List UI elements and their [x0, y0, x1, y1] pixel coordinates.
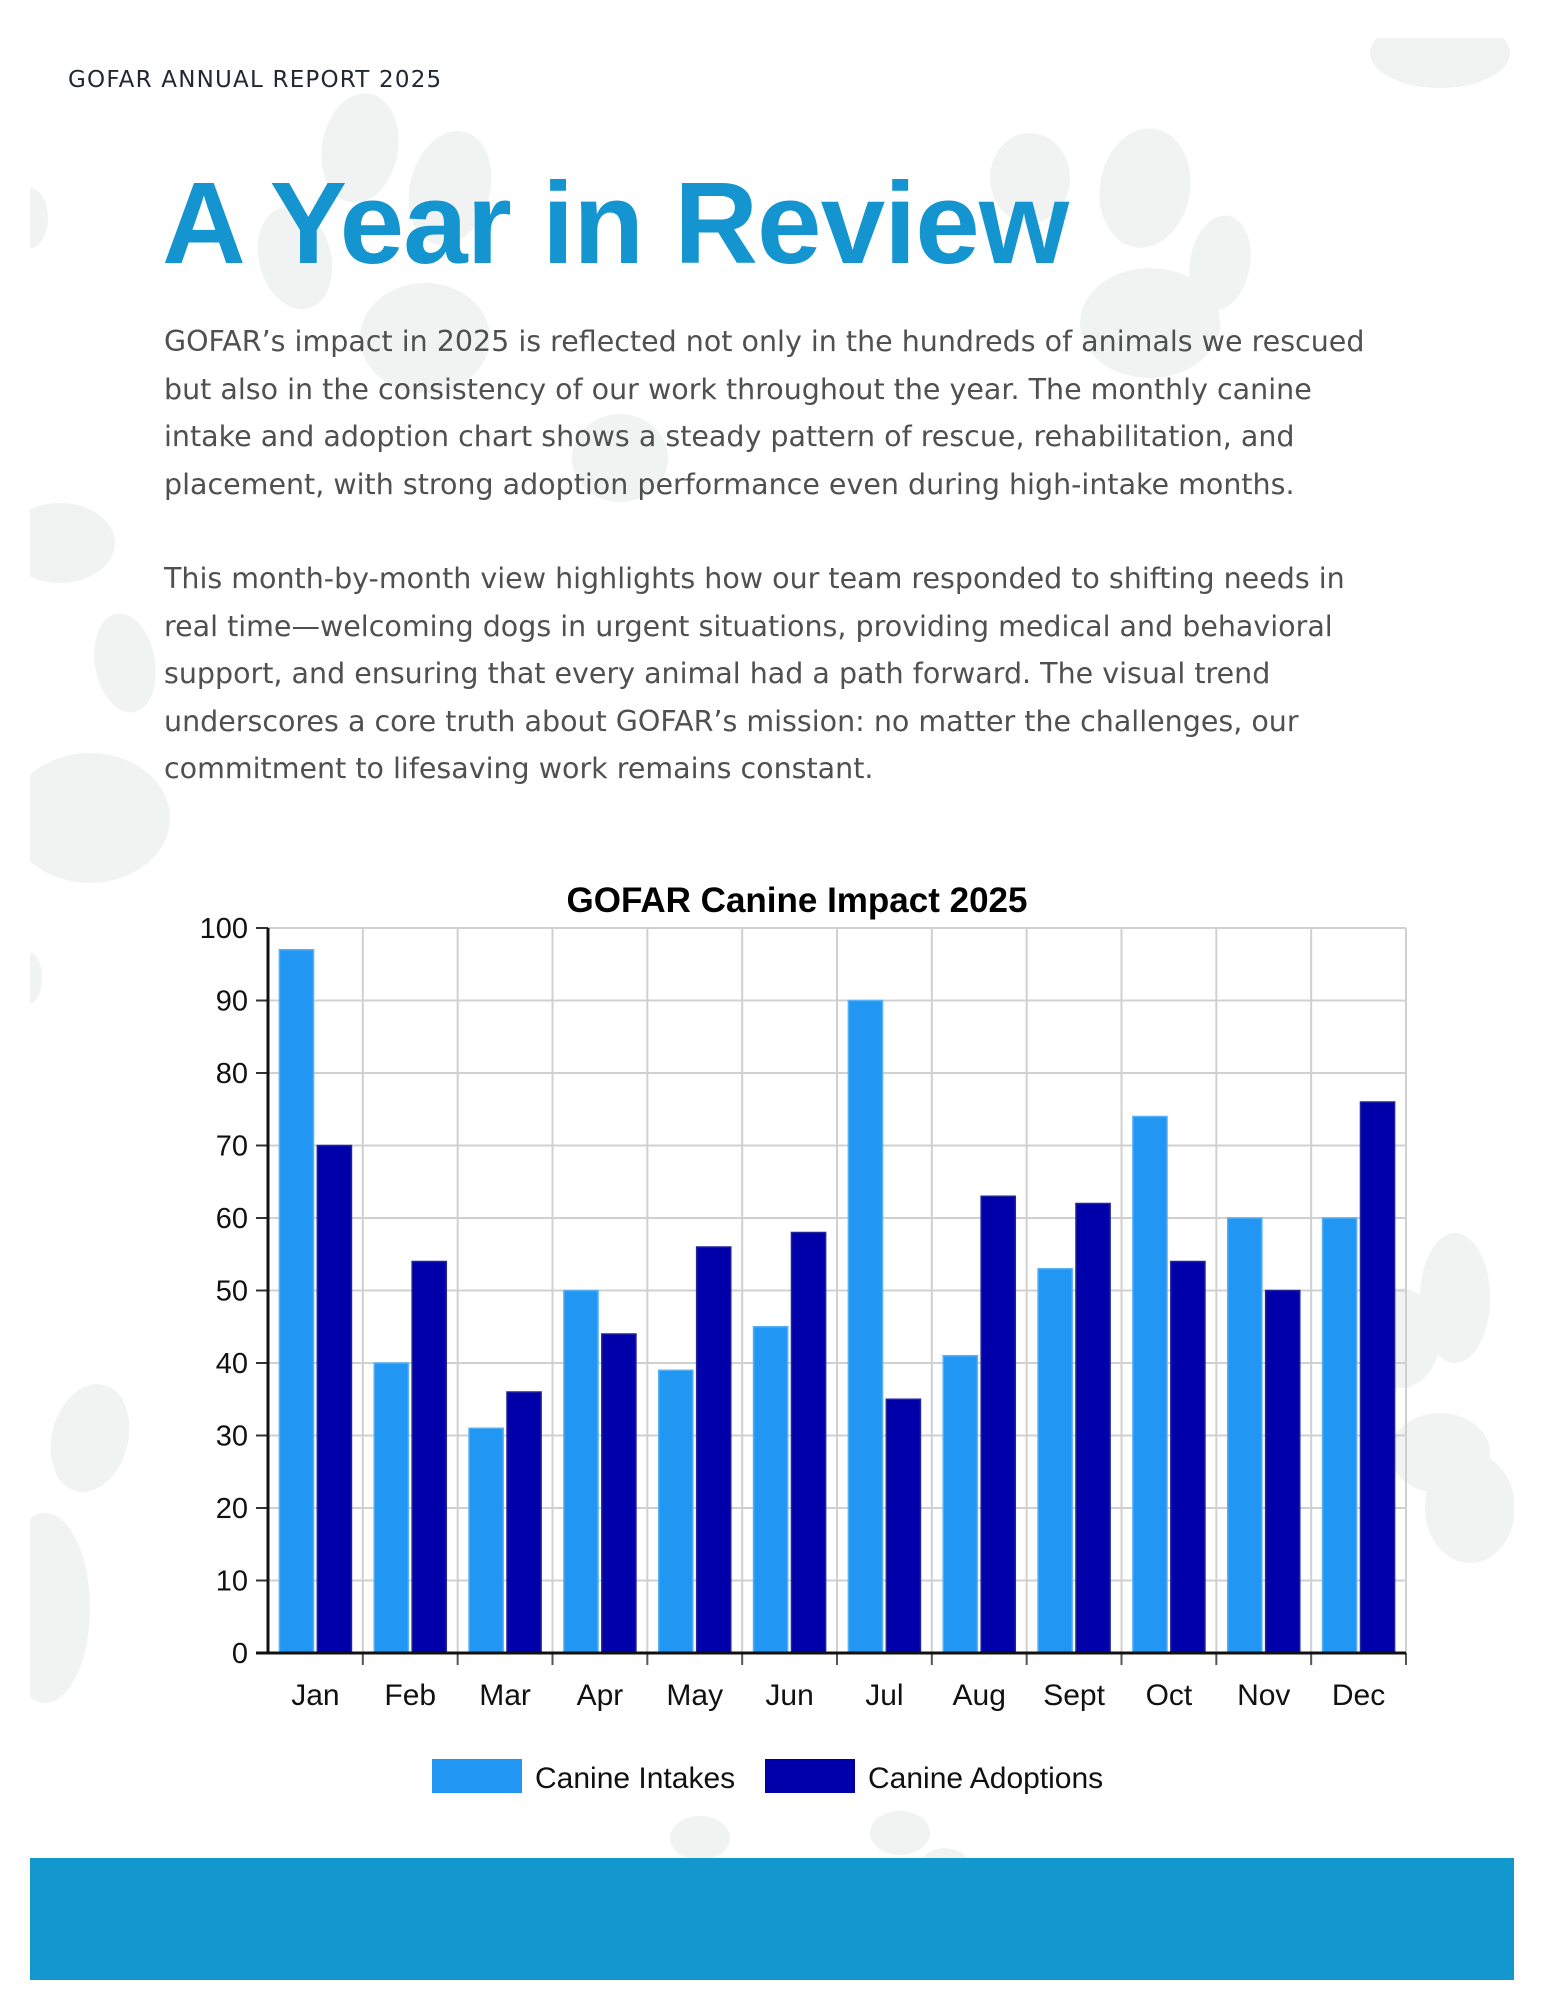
bar-adoptions-dec — [1359, 1101, 1396, 1654]
x-tick-label: Jul — [865, 1679, 903, 1712]
x-tick-label: May — [666, 1679, 723, 1712]
x-tick-label: Aug — [953, 1679, 1006, 1712]
x-tick-label: Oct — [1146, 1679, 1193, 1712]
bar-intakes-jul — [847, 999, 884, 1654]
report-header: GOFAR ANNUAL REPORT 2025 — [68, 67, 443, 93]
y-tick-label: 50 — [216, 1276, 248, 1308]
bar-adoptions-feb — [411, 1260, 448, 1654]
bar-intakes-dec — [1321, 1217, 1358, 1654]
bar-intakes-oct — [1132, 1115, 1168, 1654]
y-tick-label: 90 — [216, 986, 248, 1018]
bar-adoptions-nov — [1264, 1289, 1301, 1654]
y-tick-label: 40 — [216, 1348, 248, 1380]
x-tick-label: Jan — [291, 1679, 339, 1712]
y-tick-label: 30 — [216, 1421, 248, 1453]
bar-adoptions-sept — [1075, 1202, 1111, 1654]
bar-adoptions-apr — [601, 1333, 637, 1654]
y-tick-label: 60 — [216, 1203, 248, 1235]
bar-intakes-may — [657, 1369, 694, 1654]
y-tick-label: 80 — [216, 1058, 248, 1090]
y-tick-label: 70 — [216, 1131, 248, 1163]
y-tick-label: 20 — [216, 1493, 248, 1525]
page-title: A Year in Review — [162, 158, 1069, 288]
legend-swatch-adoptions — [765, 1759, 855, 1793]
bar-adoptions-mar — [506, 1391, 542, 1654]
intro-paragraph: GOFAR’s impact in 2025 is reflected not … — [164, 325, 1365, 501]
x-tick-label: Mar — [479, 1679, 531, 1712]
report-page: GOFAR ANNUAL REPORT 2025 A Year in Revie… — [30, 38, 1514, 1980]
bar-intakes-aug — [942, 1355, 979, 1654]
bar-intakes-nov — [1226, 1217, 1263, 1654]
bar-adoptions-jan — [316, 1144, 353, 1654]
bar-adoptions-may — [695, 1246, 732, 1654]
x-tick-label: Nov — [1237, 1679, 1290, 1712]
x-tick-label: Sept — [1043, 1679, 1105, 1712]
bar-intakes-feb — [373, 1362, 410, 1654]
legend-label-adoptions: Canine Adoptions — [868, 1762, 1103, 1795]
bar-adoptions-jun — [790, 1231, 827, 1654]
bar-intakes-sept — [1037, 1268, 1073, 1654]
canine-impact-chart: GOFAR Canine Impact 2025 0 10 20 30 40 50 60 70 8… — [200, 881, 1407, 1795]
bar-adoptions-aug — [980, 1195, 1017, 1654]
legend-swatch-intakes — [432, 1759, 522, 1793]
y-tick-label: 0 — [232, 1638, 248, 1670]
trend-paragraph: This month-by-month view highlights how … — [164, 562, 1345, 785]
x-tick-label: Dec — [1332, 1679, 1385, 1712]
x-tick-label: Feb — [384, 1679, 436, 1712]
legend-label-intakes: Canine Intakes — [535, 1762, 735, 1795]
bar-intakes-apr — [563, 1289, 599, 1654]
bar-intakes-jan — [278, 949, 315, 1654]
y-tick-label: 10 — [216, 1566, 248, 1598]
y-tick-label: 100 — [200, 913, 248, 945]
bar-adoptions-jul — [885, 1398, 922, 1654]
footer-bar — [30, 1858, 1514, 1980]
bar-intakes-mar — [468, 1427, 504, 1654]
x-tick-label: Apr — [577, 1679, 624, 1712]
x-tick-label: Jun — [765, 1679, 813, 1712]
bar-adoptions-oct — [1170, 1260, 1206, 1654]
chart-title: GOFAR Canine Impact 2025 — [567, 881, 1028, 920]
bar-intakes-jun — [752, 1326, 789, 1654]
